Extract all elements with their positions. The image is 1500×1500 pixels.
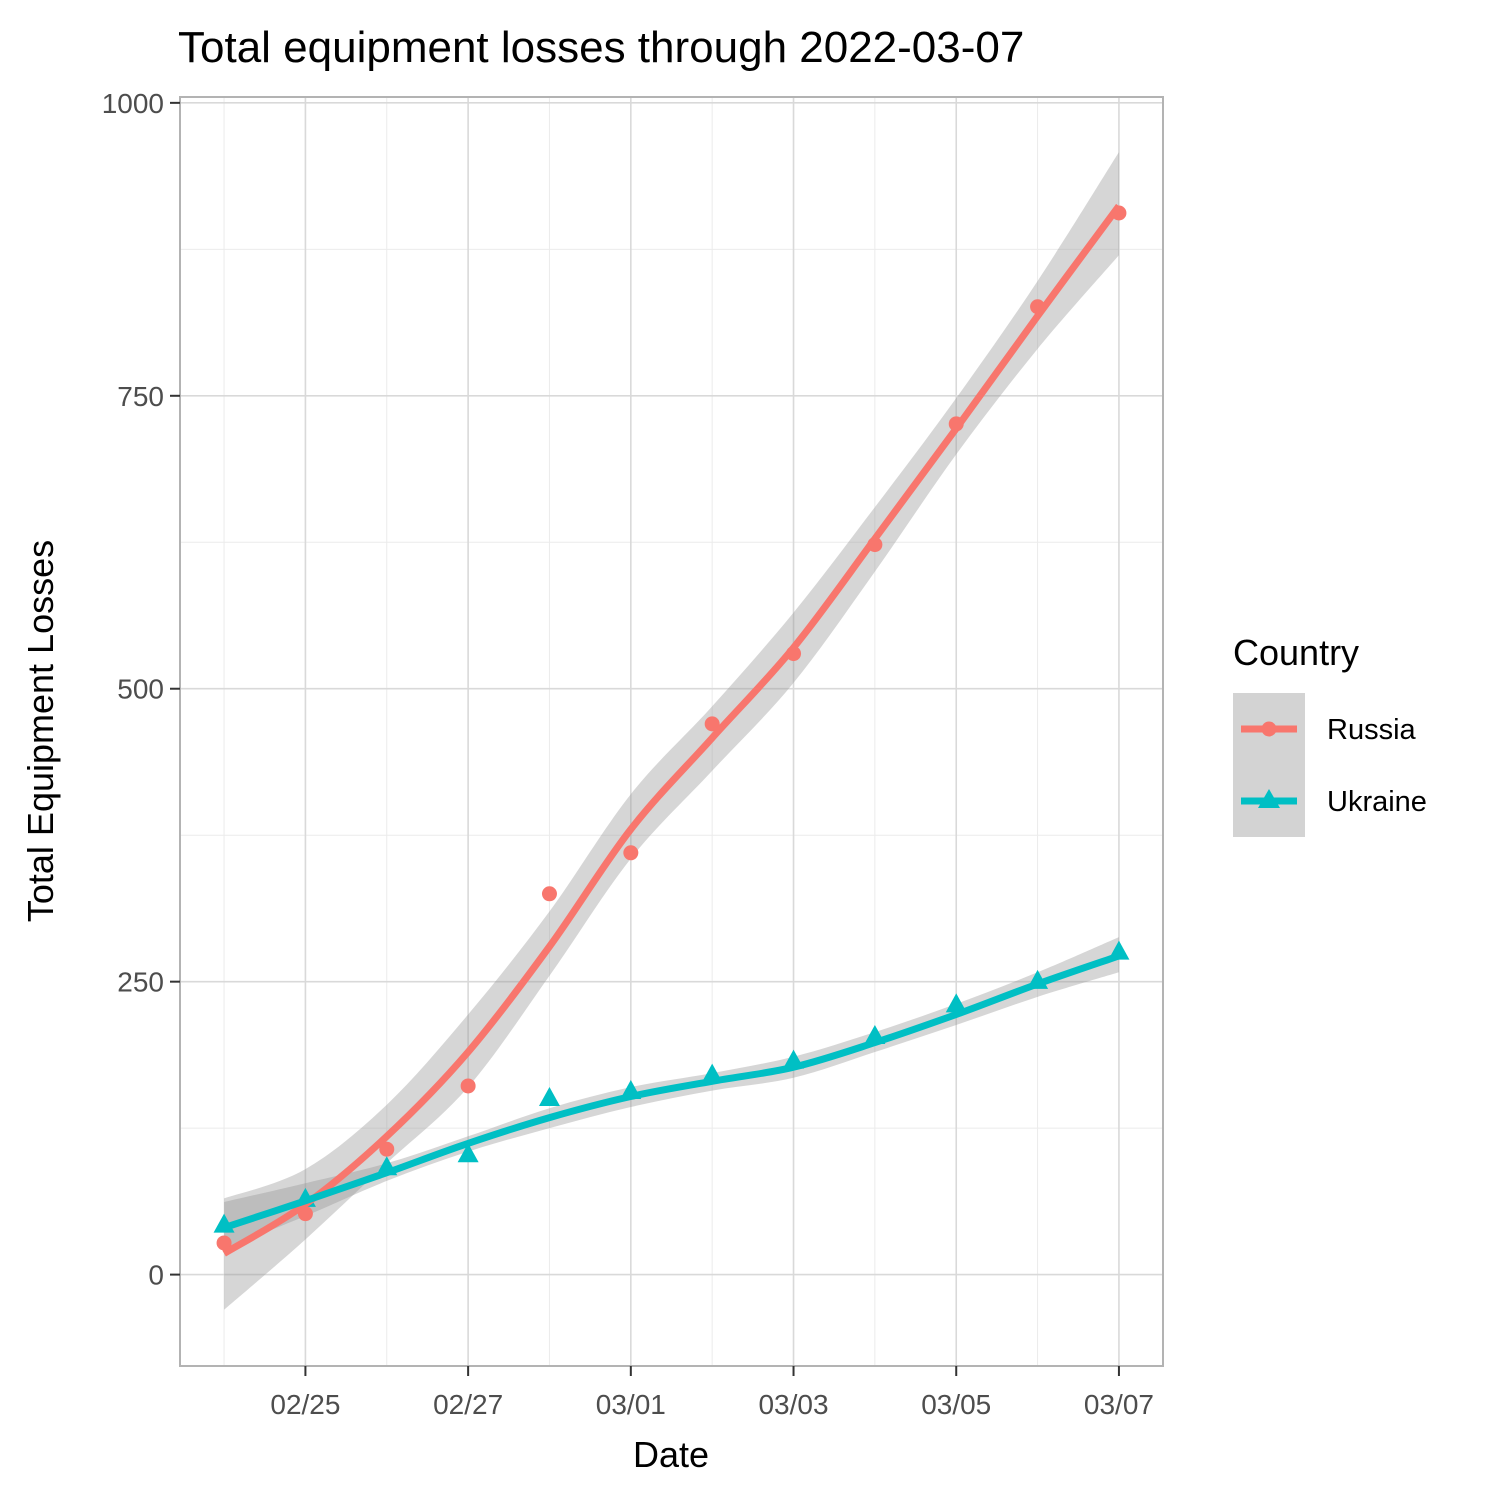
point-russia [460, 1078, 476, 1094]
y-tick-label: 750 [117, 381, 164, 412]
x-tick-label: 03/03 [758, 1389, 828, 1420]
panel-border [179, 96, 1164, 1367]
point-ukraine [538, 1087, 560, 1107]
point-russia [623, 845, 639, 861]
legend-marker-ukraine [1258, 789, 1280, 808]
line-russia [222, 203, 1122, 1257]
grid-major [180, 97, 1163, 1366]
x-tick-label: 03/07 [1084, 1389, 1154, 1420]
smooth-lines [222, 203, 1122, 1257]
point-russia [541, 886, 557, 902]
x-axis-ticks: 02/25 02/27 03/01 03/03 03/05 03/07 [270, 1366, 1154, 1420]
x-tick-label: 03/05 [921, 1389, 991, 1420]
y-tick-label: 500 [117, 674, 164, 705]
y-tick-label: 1000 [102, 88, 164, 119]
y-axis-title: Total Equipment Losses [20, 540, 61, 922]
y-axis-ticks: 0 250 500 750 1000 [102, 88, 180, 1291]
point-ukraine [457, 1143, 479, 1163]
legend-item-ukraine: Ukraine [1241, 786, 1427, 818]
plot-panel [180, 97, 1163, 1366]
legend-key-background [1233, 693, 1305, 837]
grid-minor [180, 97, 1163, 1366]
y-tick-label: 0 [148, 1260, 164, 1291]
legend-item-russia: Russia [1241, 714, 1417, 746]
x-tick-label: 02/25 [270, 1389, 340, 1420]
line-ukraine [222, 952, 1121, 1232]
chart-title: Total equipment losses through 2022-03-0… [178, 23, 1024, 72]
legend-label-russia: Russia [1327, 714, 1417, 746]
ribbon-ukraine [224, 937, 1119, 1249]
legend-items: Russia Ukraine [1241, 714, 1427, 818]
point-russia [379, 1141, 395, 1157]
x-tick-label: 03/01 [596, 1389, 666, 1420]
legend-label-ukraine: Ukraine [1327, 786, 1427, 818]
legend-title: Country [1233, 632, 1359, 673]
point-ukraine [945, 993, 967, 1013]
legend: Country Russia Ukraine [1233, 632, 1427, 837]
x-tick-label: 02/27 [433, 1389, 503, 1420]
y-tick-label: 250 [117, 967, 164, 998]
point-russia [704, 716, 720, 732]
x-axis-title: Date [633, 1434, 709, 1475]
point-russia [216, 1235, 232, 1251]
legend-marker-russia [1261, 721, 1277, 737]
